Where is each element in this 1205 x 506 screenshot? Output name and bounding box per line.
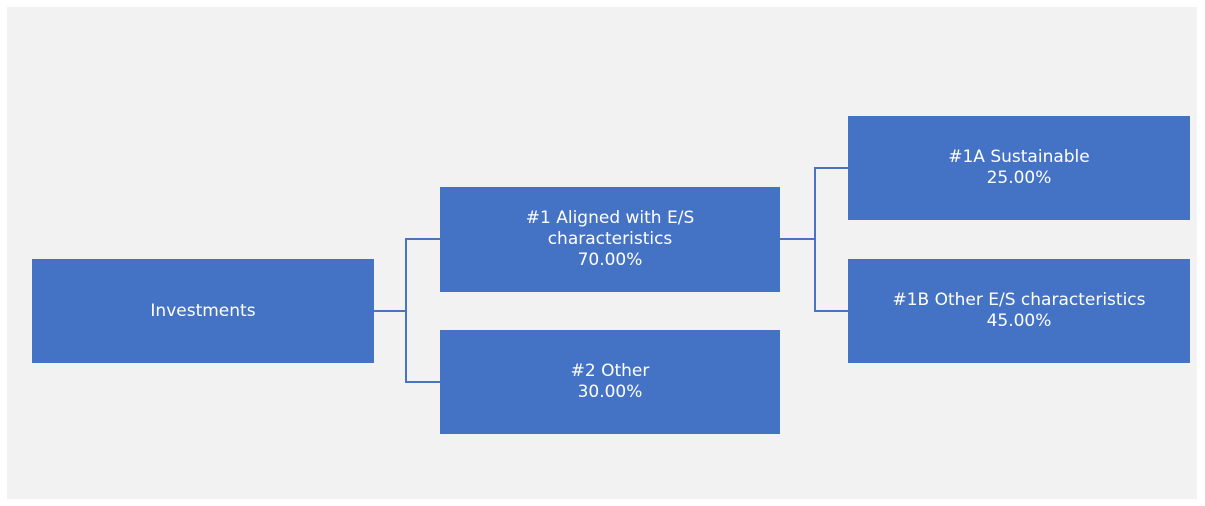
sustainable-box: #1A Sustainable 25.00%: [848, 116, 1190, 220]
investments-label: Investments: [150, 300, 256, 321]
other-es-value: 45.00%: [986, 311, 1052, 331]
aligned-value: 70.00%: [577, 250, 643, 270]
aligned-box: #1 Aligned with E/S characteristics 70.0…: [440, 187, 780, 292]
other-es-box: #1B Other E/S characteristics 45.00%: [848, 259, 1190, 363]
other-label: #2 Other: [570, 361, 650, 381]
other-value: 30.00%: [577, 382, 643, 402]
aligned-label-line2: characteristics: [547, 229, 673, 249]
sustainable-value: 25.00%: [986, 168, 1052, 188]
investments-box: Investments: [32, 259, 374, 363]
aligned-label-line1: #1 Aligned with E/S: [525, 208, 695, 228]
sustainable-label: #1A Sustainable: [948, 147, 1090, 167]
other-box: #2 Other 30.00%: [440, 330, 780, 434]
other-es-label: #1B Other E/S characteristics: [892, 290, 1146, 310]
